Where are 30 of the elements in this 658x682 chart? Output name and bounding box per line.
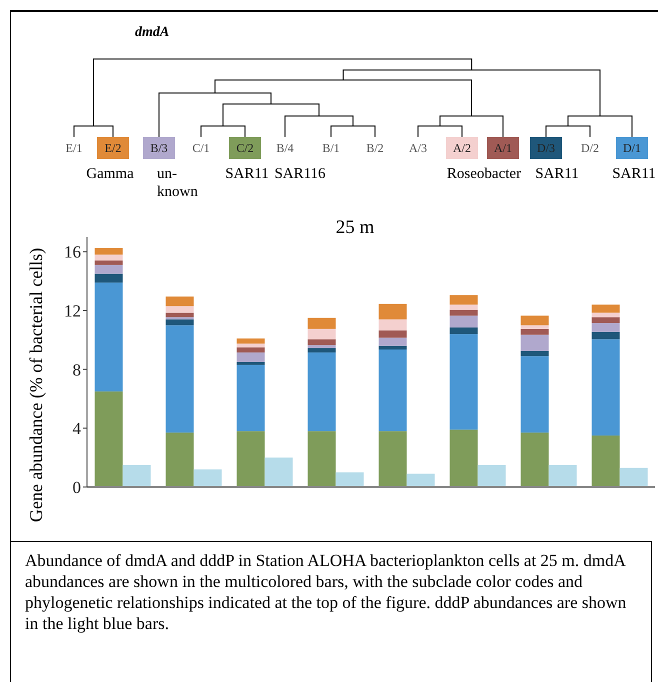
text: SAR116 [274, 166, 326, 182]
chart-title: dmdA [135, 25, 170, 40]
y-tick-label: 8 [72, 360, 81, 380]
y-tick-label: 12 [64, 302, 81, 321]
text: B/2 [366, 141, 384, 155]
text: C/1 [192, 141, 210, 155]
text: SAR11 [225, 166, 269, 182]
y-tick-label: 0 [72, 478, 81, 498]
y-tick-label: 16 [64, 242, 81, 262]
text: SAR11 [535, 166, 579, 182]
legend-label: E/2 [104, 141, 122, 155]
legend-label: A/2 [453, 141, 471, 155]
text: un-known [157, 166, 198, 200]
text: E/1 [66, 141, 82, 155]
legend-label: A/1 [494, 141, 512, 155]
text: B/4 [276, 141, 294, 155]
text: D/2 [581, 141, 599, 155]
y-axis-title: Gene abundance (% of bacterial cells) [26, 248, 46, 522]
legend-label: B/3 [150, 141, 168, 155]
text: B/1 [322, 141, 340, 155]
text: Gamma [86, 166, 134, 182]
text: Roseobacter [446, 166, 522, 182]
chart-subtitle: 25 m [336, 217, 374, 238]
legend-label: D/3 [537, 141, 555, 155]
legend-label: C/2 [236, 141, 254, 155]
text: SAR11 [612, 166, 656, 182]
text: A/3 [409, 141, 427, 155]
y-tick-label: 4 [72, 419, 82, 438]
legend-label: D/1 [623, 141, 641, 155]
text: Abundance of dmdA and dddP in Station ALOHA bacterioplankton cells at 25 m. dmdA abundances are shown in the multicolored bars, with the subclade color codes and phylogenetic relationships indicated at the top of the figure. dddP abundances are shown in the light blue bars. [25, 550, 628, 634]
